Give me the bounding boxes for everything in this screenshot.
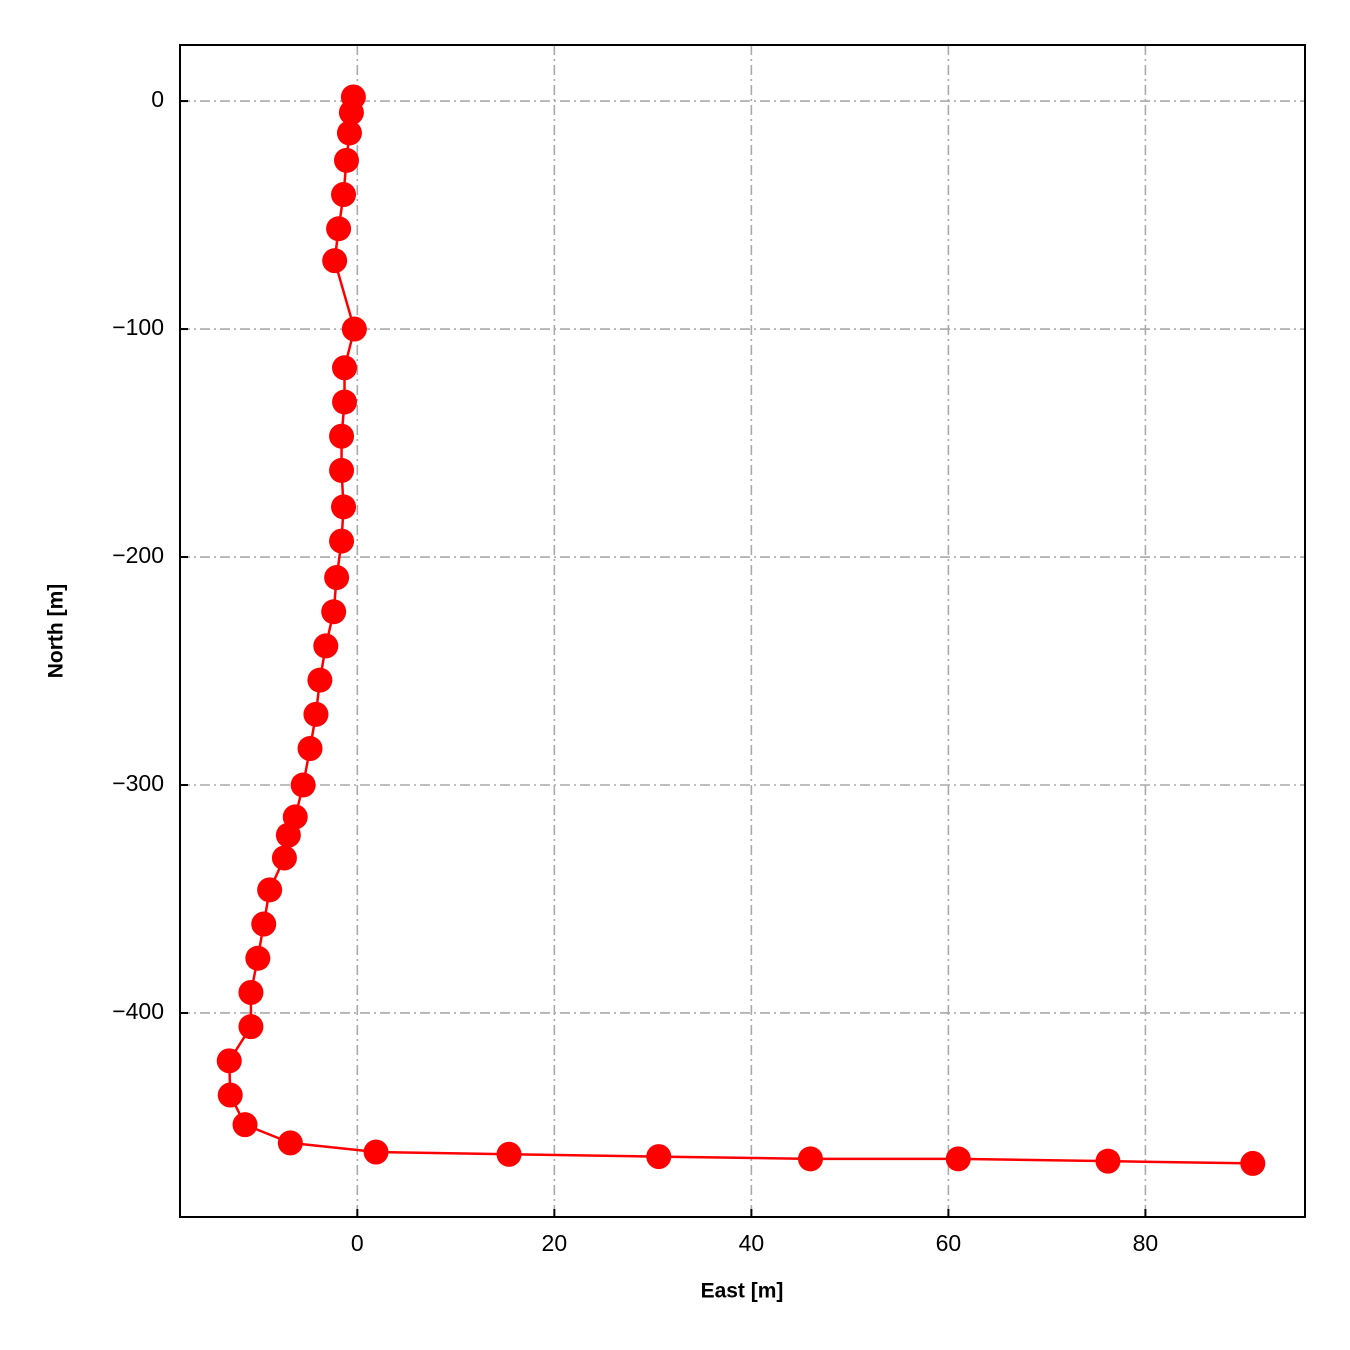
data-point xyxy=(277,1130,303,1156)
data-point xyxy=(326,216,352,242)
data-point xyxy=(945,1146,971,1172)
data-point xyxy=(329,457,355,483)
data-point xyxy=(331,182,357,208)
x-tick-label: 60 xyxy=(936,1230,962,1256)
x-tick-label: 40 xyxy=(739,1230,765,1256)
data-point xyxy=(271,845,297,871)
data-point xyxy=(329,528,355,554)
y-tick-label: 0 xyxy=(151,86,164,112)
x-axis-label: East [m] xyxy=(701,1280,784,1303)
data-point xyxy=(322,248,348,274)
y-tick-label: −300 xyxy=(112,770,164,796)
data-point xyxy=(1240,1150,1266,1176)
plot-frame xyxy=(179,44,1306,1218)
data-point xyxy=(321,599,347,625)
data-point xyxy=(331,494,357,520)
y-tick-label: −100 xyxy=(112,314,164,340)
data-point xyxy=(324,565,350,591)
data-point xyxy=(238,1014,264,1040)
data-point xyxy=(329,423,355,449)
data-point xyxy=(797,1146,823,1172)
x-tick-label: 0 xyxy=(351,1230,364,1256)
data-point xyxy=(303,701,329,727)
data-point xyxy=(290,772,316,798)
x-tick-label: 20 xyxy=(542,1230,568,1256)
data-point xyxy=(332,389,358,415)
data-point xyxy=(251,911,277,937)
data-point xyxy=(275,822,301,848)
data-point xyxy=(217,1082,243,1108)
data-point xyxy=(257,877,283,903)
y-tick-label: −400 xyxy=(112,998,164,1024)
data-point xyxy=(336,120,362,146)
data-point xyxy=(238,979,264,1005)
data-point xyxy=(341,316,367,342)
data-point xyxy=(332,355,358,381)
x-tick-label: 80 xyxy=(1133,1230,1159,1256)
data-point xyxy=(307,667,333,693)
data-point xyxy=(245,945,271,971)
data-point xyxy=(1095,1148,1121,1174)
data-point xyxy=(333,147,359,173)
data-point xyxy=(232,1112,258,1138)
data-point xyxy=(297,736,323,762)
data-point xyxy=(363,1139,389,1165)
data-line xyxy=(227,96,1253,1165)
y-tick-label: −200 xyxy=(112,542,164,568)
data-point xyxy=(646,1144,672,1170)
data-point xyxy=(313,633,339,659)
y-axis-label: North [m] xyxy=(45,584,68,678)
data-point xyxy=(338,99,364,125)
data-point xyxy=(496,1141,522,1167)
data-point xyxy=(216,1048,242,1074)
